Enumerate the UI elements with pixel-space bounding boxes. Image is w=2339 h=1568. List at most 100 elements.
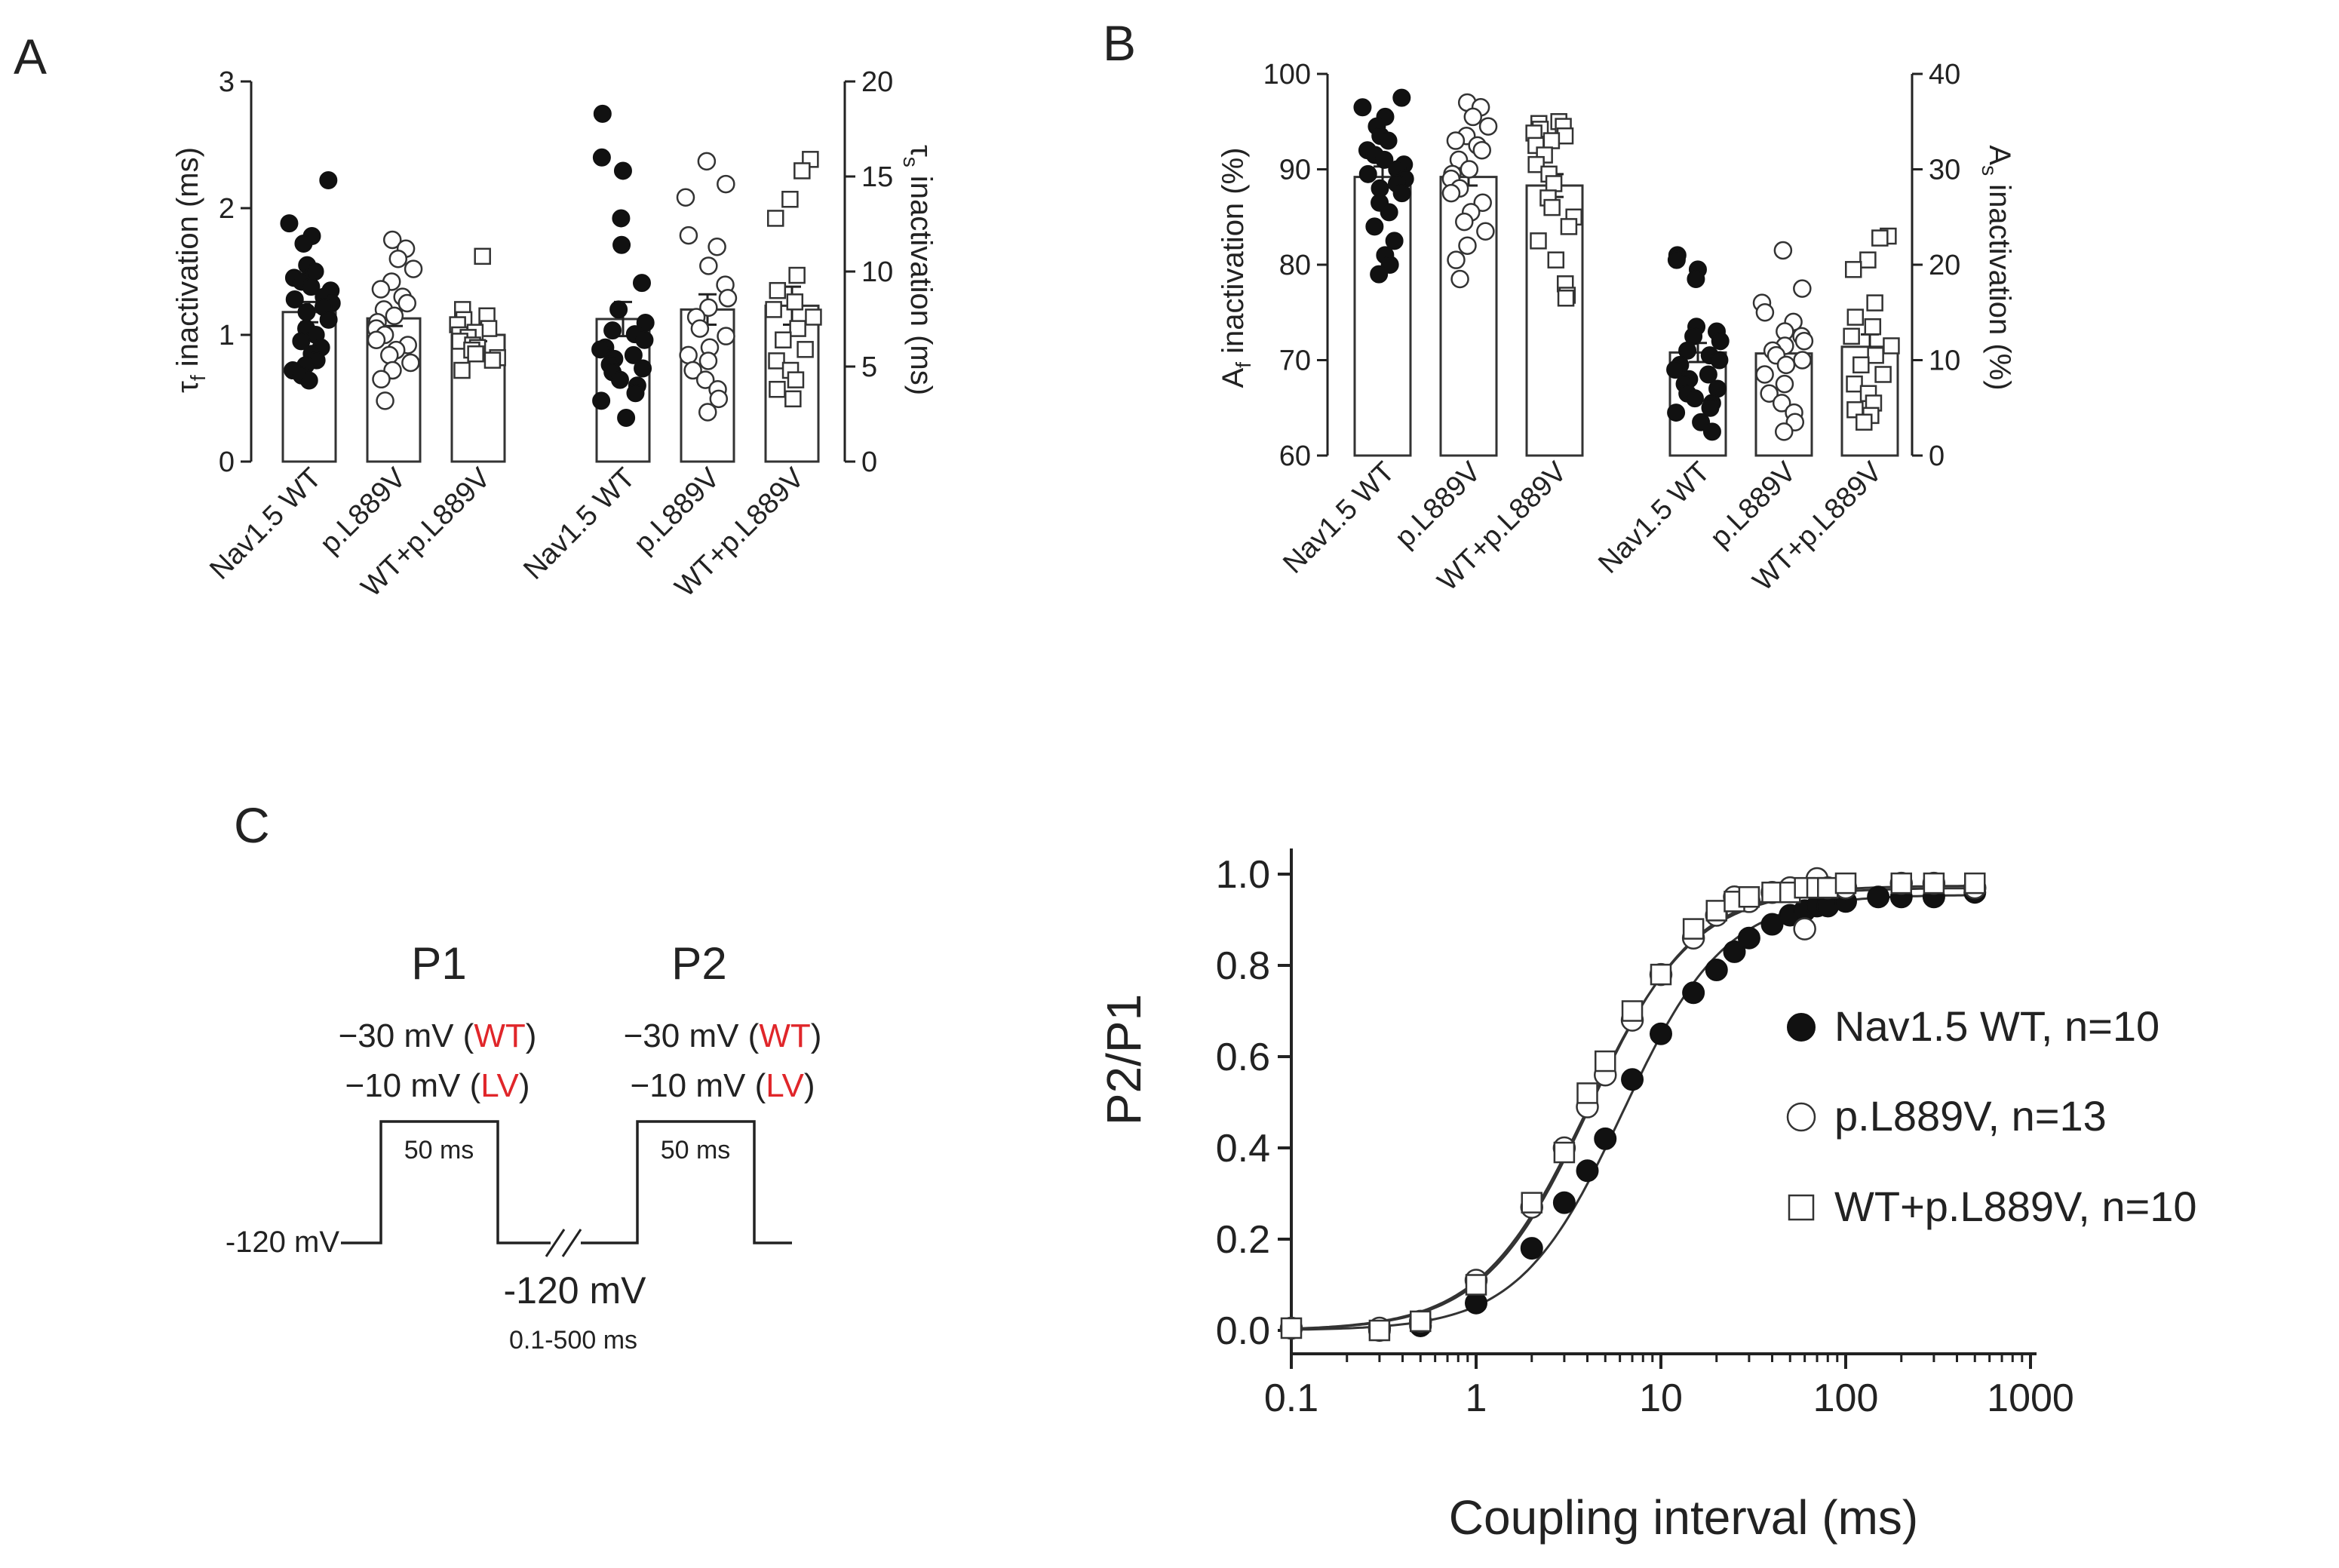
- panel-a-right-axis-label: τs inactivation (ms): [899, 145, 938, 395]
- data-point: [617, 409, 636, 428]
- data-point: [1472, 140, 1492, 160]
- bar-mean: [1353, 176, 1412, 457]
- panel-c-points: [1279, 867, 1987, 1342]
- legend-label-wtlv: WT+p.L889V, n=10: [1834, 1183, 2197, 1230]
- data-point: [380, 345, 399, 365]
- left-tick-label: 2: [219, 193, 235, 225]
- data-point: [698, 403, 717, 422]
- category-label: Nav1.5 WT: [204, 462, 327, 586]
- data-point: [1852, 356, 1870, 374]
- data-point: [624, 345, 643, 364]
- category-label: Nav1.5 WT: [517, 462, 641, 586]
- data-point: [1545, 175, 1563, 192]
- data-point: [453, 361, 471, 379]
- data-point: [1867, 346, 1884, 364]
- data-point: [1682, 981, 1705, 1005]
- data-point: [1773, 241, 1793, 260]
- legend-marker-open-circle: [1786, 1102, 1816, 1132]
- data-point: [788, 266, 806, 284]
- data-point: [1667, 250, 1686, 269]
- panel-letter-c: C: [234, 797, 270, 853]
- data-point: [1560, 218, 1578, 235]
- panel-b-tick-labels: 60 70 80 90 100 0 10 20 30 40: [1263, 59, 1961, 472]
- data-point: [372, 370, 391, 389]
- left-tick-label: 70: [1279, 345, 1311, 377]
- data-point: [376, 391, 394, 410]
- data-point: [1685, 389, 1704, 408]
- data-point: [781, 190, 799, 208]
- left-tick-label: 60: [1279, 440, 1311, 472]
- data-point: [609, 300, 628, 319]
- data-point: [1793, 279, 1812, 298]
- data-point: [632, 274, 651, 293]
- data-point: [1678, 341, 1697, 360]
- panel-a: A 0 1 2 3 0 5 10 15 20 Nav1.5 WTp.L889VWT+p.L889…: [14, 29, 938, 603]
- data-point: [1576, 1082, 1598, 1104]
- data-point: [695, 370, 715, 389]
- data-point: [367, 330, 386, 349]
- data-point: [717, 327, 735, 345]
- data-point: [1392, 88, 1411, 107]
- data-point: [612, 209, 631, 228]
- data-point: [1856, 413, 1873, 431]
- category-label: Nav1.5 WT: [1277, 456, 1401, 580]
- data-point: [797, 341, 814, 358]
- panel-a-tick-labels: 0 1 2 3 0 5 10 15 20: [219, 66, 893, 478]
- data-point: [1738, 886, 1760, 908]
- right-tick-label: 40: [1929, 59, 1960, 91]
- data-point: [302, 278, 321, 296]
- data-point: [1521, 1192, 1543, 1214]
- panel-letter-a: A: [14, 29, 47, 84]
- data-point: [592, 148, 611, 167]
- data-point: [603, 321, 622, 340]
- data-point: [1553, 1141, 1576, 1164]
- data-point: [1737, 926, 1760, 950]
- p2-voltage-lv: −10 mV (LV): [631, 1067, 815, 1104]
- data-point: [280, 214, 299, 233]
- data-point: [635, 330, 654, 349]
- panel-b: B 60 70 80 90 100 0 10 20 30 40 Nav1.5 WTp.L889VW…: [1103, 15, 2016, 597]
- data-point: [1774, 422, 1794, 441]
- right-tick-label: 15: [861, 161, 893, 193]
- data-point: [1450, 269, 1469, 289]
- panel-c-protocol-diagram: C P1 P2 −30 mV (WT) −10 mV (LV) −30 mV (…: [226, 797, 822, 1355]
- data-point: [1667, 404, 1686, 422]
- panel-a-bars: [281, 285, 820, 463]
- data-point: [1370, 265, 1389, 284]
- data-point: [784, 390, 802, 408]
- data-point: [319, 310, 338, 329]
- data-point: [1682, 918, 1705, 940]
- left-tick-label: 80: [1279, 250, 1311, 281]
- data-point: [1963, 872, 1986, 894]
- panel-b-bars: [1353, 165, 1899, 457]
- data-point: [679, 226, 698, 245]
- bar-mean: [1525, 184, 1584, 457]
- x-tick-label: 1000: [1987, 1376, 2074, 1420]
- data-point: [683, 361, 702, 380]
- data-point: [1705, 900, 1728, 922]
- data-point: [1874, 366, 1892, 383]
- data-point: [474, 247, 491, 265]
- p1-voltage-lv: −10 mV (LV): [345, 1067, 530, 1104]
- data-point: [1711, 332, 1730, 351]
- y-tick-label: 0.2: [1216, 1218, 1270, 1262]
- data-point: [1358, 164, 1377, 183]
- right-tick-label: 30: [1929, 155, 1960, 186]
- data-point: [1530, 232, 1547, 250]
- data-point: [1375, 150, 1394, 169]
- holding-potential-interval: -120 mV: [504, 1269, 647, 1312]
- data-point: [787, 371, 805, 388]
- data-point: [1465, 1274, 1487, 1296]
- data-point: [592, 391, 611, 410]
- data-point: [299, 371, 318, 390]
- data-point: [1755, 365, 1774, 384]
- y-tick-label: 0.4: [1216, 1127, 1270, 1171]
- panel-c-tick-labels: 0.0 0.2 0.4 0.6 0.8 1.0 0.1 1 10 100 1000: [1216, 853, 2074, 1420]
- data-point: [1859, 251, 1877, 268]
- data-point: [612, 235, 631, 254]
- data-point: [1463, 107, 1483, 127]
- panel-a-axes: [241, 80, 855, 463]
- data-point: [1817, 876, 1839, 899]
- x-tick-label: 100: [1813, 1376, 1879, 1420]
- data-point: [613, 161, 632, 180]
